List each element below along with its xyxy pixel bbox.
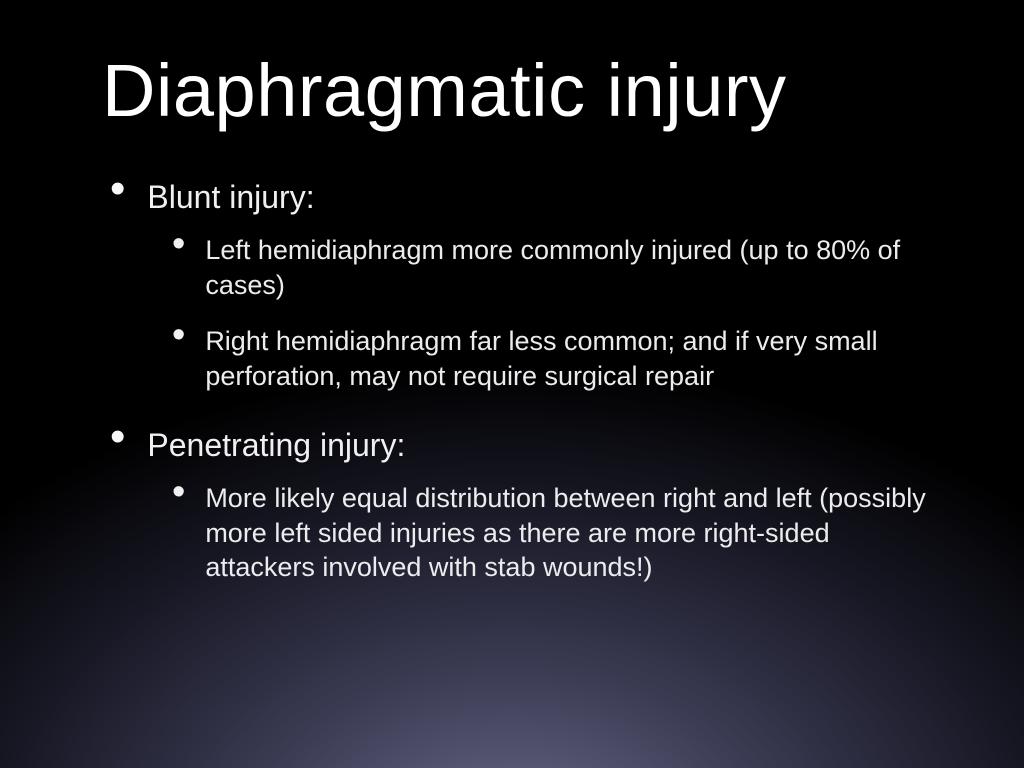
bullet-dot-icon: • xyxy=(110,417,125,457)
bullet-level2: • Right hemidiaphragm far less common; a… xyxy=(172,322,934,393)
bullet-level2-text: More likely equal distribution between r… xyxy=(205,479,934,585)
bullet-level2-text: Right hemidiaphragm far less common; and… xyxy=(205,322,934,393)
bullet-level2-text: Left hemidiaphragm more commonly injured… xyxy=(205,231,934,302)
bullet-level2: • More likely equal distribution between… xyxy=(172,479,934,585)
bullet-dot-icon: • xyxy=(172,318,185,352)
bullet-level1: • Penetrating injury: xyxy=(110,423,934,465)
bullet-dot-icon: • xyxy=(172,475,185,509)
slide-container: Diaphragmatic injury • Blunt injury: • L… xyxy=(0,0,1024,645)
slide-title: Diaphragmatic injury xyxy=(102,48,934,133)
bullet-dot-icon: • xyxy=(172,227,185,261)
bullet-level1-text: Penetrating injury: xyxy=(147,423,405,465)
bullet-level2: • Left hemidiaphragm more commonly injur… xyxy=(172,231,934,302)
bullet-level1-text: Blunt injury: xyxy=(147,175,314,217)
bullet-level1: • Blunt injury: xyxy=(110,175,934,217)
bullet-dot-icon: • xyxy=(110,169,125,209)
